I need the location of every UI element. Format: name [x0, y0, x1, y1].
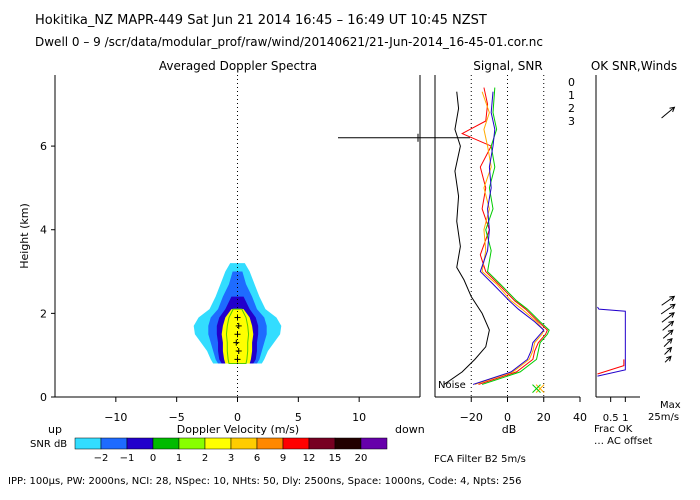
snr-scale: −2 −1 0 1 2 3 6 9 12 15 20 [74, 437, 388, 464]
snr-x-tick-label: 40 [573, 411, 587, 424]
wind-arrow [662, 321, 674, 331]
snr-scale-swatch [152, 437, 180, 450]
header-line1: Hokitika_NZ MAPR-449 Sat Jun 21 2014 16:… [35, 13, 487, 28]
snr-scale-swatch [178, 437, 206, 450]
snr-scale-tick-label: 15 [329, 453, 342, 464]
snr-scale-swatch [282, 437, 310, 450]
wind-arrow-head [667, 329, 674, 336]
snr-scale-tick-label: 2 [202, 453, 208, 464]
snr-scale-tick-label: 6 [254, 453, 260, 464]
snr-series-0 [461, 87, 548, 385]
spectra-x-tick-label: 10 [352, 411, 366, 424]
snr-scale-label: SNR dB [30, 439, 67, 450]
ok-x-tick-label: 0.5 [603, 413, 619, 424]
wind-arrow-head [669, 295, 676, 302]
wind-max-label: Max [660, 400, 681, 411]
snr-panel: −20 0 20 40 [434, 75, 587, 424]
legend-0: 0 [568, 76, 575, 89]
spectra-ylabel: Height (km) [18, 203, 31, 269]
wind-arrow-head [669, 106, 676, 113]
snr-series-2 [481, 87, 550, 385]
snr-x-marker [532, 384, 541, 393]
snr-scale-swatch [308, 437, 336, 450]
snr-x-tick-label: 20 [537, 411, 551, 424]
wind-arrow [661, 295, 675, 306]
snr-scale-swatch [230, 437, 258, 450]
snr-scale-swatch [360, 437, 388, 450]
spectra-x-tick-label: 0 [234, 411, 241, 424]
snr-scale-swatch [256, 437, 284, 450]
spectra-x-tick-label: −10 [104, 411, 127, 424]
snr-scale-tick-label: −1 [120, 453, 135, 464]
snr-x-marker [535, 384, 545, 393]
snr-xlabel: dB [502, 423, 517, 436]
snr-scale-tick-label: 12 [303, 453, 316, 464]
spectra-panel: −10 −5 0 5 10 0 2 4 6 [40, 75, 470, 424]
wind-speed-label: 25m/s [648, 412, 679, 423]
wind-arrow-head [669, 303, 676, 310]
wind-arrow-head [666, 346, 673, 353]
spectra-title: Averaged Doppler Spectra [159, 59, 317, 73]
snr-scale-swatch [126, 437, 154, 450]
spectra-inner-contour [225, 308, 250, 365]
snr-series-noise [443, 91, 490, 385]
snr-scale-tick-label: 0 [150, 453, 156, 464]
wind-arrow [661, 106, 675, 119]
snr-scale-tick-label: 9 [280, 453, 286, 464]
legend-2: 2 [568, 102, 575, 115]
snr-scale-tick-label: 20 [355, 453, 368, 464]
spectra-xlabel: Doppler Velocity (m/s) [177, 423, 299, 436]
ok-series-blue [597, 306, 626, 377]
wind-arrow-head [666, 355, 672, 362]
wind-arrow-head [669, 312, 675, 318]
snr-scale-swatch [204, 437, 232, 450]
snr-x-tick-label: 0 [504, 411, 511, 424]
ok-x-tick-label: 1 [622, 413, 628, 424]
wind-arrow-head [668, 320, 675, 327]
snr-scale-tick-label: −2 [94, 453, 109, 464]
spectra-y-tick-label: 6 [40, 140, 47, 153]
legend-3: 3 [568, 115, 575, 128]
snr-scale-tick-label: 1 [176, 453, 182, 464]
snr-x-tick-label: −20 [460, 411, 483, 424]
spectra-y-tick-label: 4 [40, 224, 47, 237]
snr-series-1 [474, 91, 545, 385]
footer-params: IPP: 100µs, PW: 2000ns, NCI: 28, NSpec: … [8, 476, 521, 487]
wind-arrow [660, 303, 676, 315]
snr-scale-swatch [100, 437, 128, 450]
snr-series-3 [472, 91, 545, 385]
wind-arrow [662, 329, 674, 339]
spectra-down-label: down [395, 423, 425, 436]
ok-title: OK SNR,Winds [591, 59, 677, 73]
ok-xlabel: Frac OK [594, 424, 633, 435]
wind-arrow [664, 356, 672, 363]
ok-panel: 0.5 1 [595, 75, 676, 424]
legend-1: 1 [568, 89, 575, 102]
spectra-y-tick-label: 0 [40, 391, 47, 404]
spectra-x-tick-label: −5 [169, 411, 185, 424]
wind-arrow [664, 347, 672, 355]
snr-title: Signal, SNR [473, 59, 542, 73]
wind-arrow [663, 338, 673, 347]
spectra-y-tick-label: 2 [40, 307, 47, 320]
snr-scale-swatch [334, 437, 362, 450]
snr-scale-tick-label: 3 [228, 453, 234, 464]
wind-arrow-head [667, 337, 673, 344]
wind-arrow [661, 312, 675, 323]
header-line2: Dwell 0 – 9 /scr/data/modular_prof/raw/w… [35, 35, 543, 49]
noise-label: Noise [438, 380, 466, 391]
filter-label: FCA Filter B2 5m/s [434, 454, 526, 465]
ok-series-red [597, 359, 625, 375]
spectra-up-label: up [48, 423, 62, 436]
spectra-x-tick-label: 5 [295, 411, 302, 424]
ok-note: … AC offset [594, 436, 652, 447]
snr-scale-swatch [74, 437, 102, 450]
